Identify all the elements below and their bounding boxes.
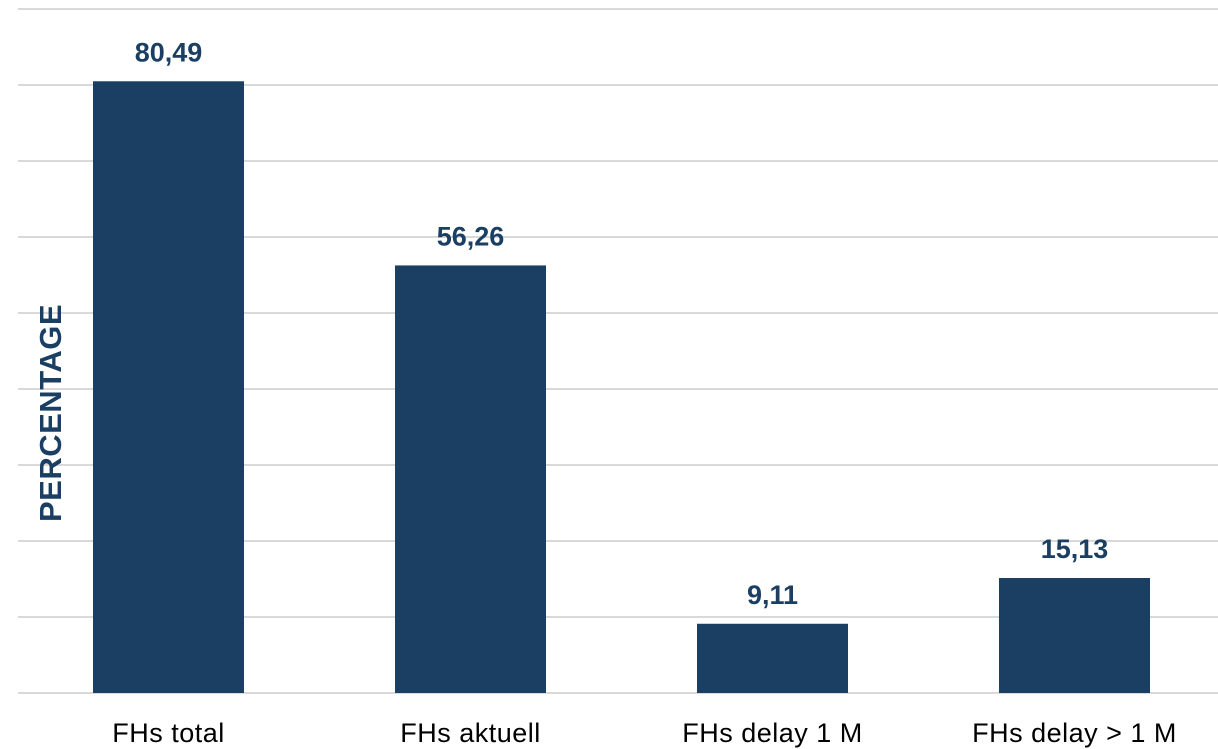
x-tick-label: FHs delay 1 M — [682, 718, 863, 748]
x-tick-label: FHs delay > 1 M — [972, 718, 1177, 748]
data-label: 15,13 — [1041, 534, 1109, 564]
bar — [697, 623, 848, 693]
bars — [93, 81, 1150, 693]
data-labels: 80,49 56,26 9,11 15,13 — [135, 37, 1109, 609]
x-tick-label: FHs aktuell — [400, 718, 541, 748]
x-axis-tick-labels: FHs total FHs aktuell FHs delay 1 M FHs del… — [112, 718, 1177, 748]
x-tick-label: FHs total — [112, 718, 225, 748]
y-axis-title: PERCENTAGE — [33, 304, 68, 522]
bar — [999, 578, 1150, 693]
bar — [395, 265, 546, 693]
data-label: 9,11 — [747, 580, 798, 610]
bar — [93, 81, 244, 693]
data-label: 80,49 — [135, 37, 203, 67]
data-label: 56,26 — [437, 221, 505, 251]
